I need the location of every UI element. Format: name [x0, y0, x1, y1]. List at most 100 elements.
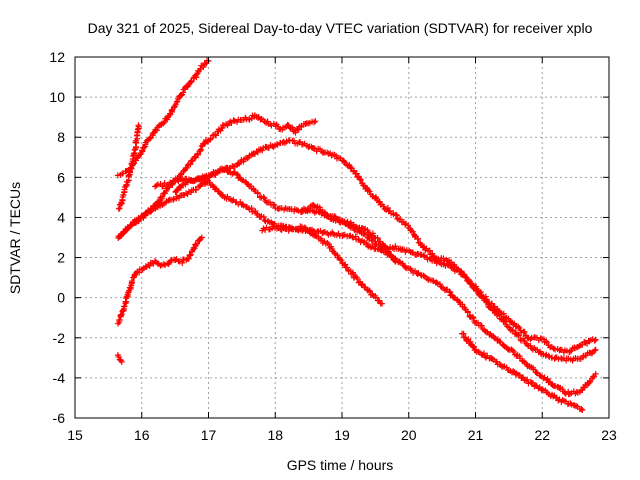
data-point — [140, 144, 147, 151]
data-point — [135, 122, 142, 129]
data-point — [500, 342, 507, 349]
data-point — [488, 300, 495, 307]
data-point — [579, 406, 586, 413]
data-point — [118, 311, 125, 318]
data-point — [193, 71, 200, 78]
data-point — [185, 255, 192, 262]
data-point — [213, 132, 220, 139]
data-point — [510, 368, 517, 375]
data-point — [510, 348, 517, 355]
data-point — [561, 390, 568, 396]
data-point — [405, 222, 412, 229]
data-point — [426, 247, 433, 254]
data-point — [311, 119, 318, 126]
y-tick-label: 0 — [57, 290, 65, 306]
data-point — [544, 375, 551, 382]
data-point — [206, 179, 213, 186]
x-tick-label: 17 — [201, 427, 217, 443]
chart-title: Day 321 of 2025, Sidereal Day-to-day VTE… — [88, 20, 593, 36]
data-point — [187, 79, 194, 86]
data-point — [578, 405, 585, 412]
data-point — [179, 259, 186, 266]
data-point — [148, 208, 155, 215]
data-point — [121, 303, 128, 310]
data-point — [351, 167, 357, 174]
data-point — [271, 201, 278, 208]
series-track-5 — [115, 177, 386, 307]
series-track-3 — [115, 112, 319, 240]
axis-ticks — [74, 56, 610, 419]
data-point — [540, 375, 547, 382]
data-point — [136, 269, 143, 276]
data-point — [374, 234, 381, 241]
data-point — [402, 221, 409, 228]
y-tick-label: 4 — [57, 209, 65, 225]
data-point — [470, 315, 477, 322]
axis-tick-labels: 15 16 17 18 19 20 21 22 23 -6 -4 -2 0 2 4 6 8 10 12 — [49, 49, 617, 443]
y-tick-label: 2 — [57, 250, 65, 266]
data-point — [184, 162, 191, 169]
data-point — [125, 172, 132, 179]
data-point — [266, 199, 273, 206]
data-point — [592, 336, 599, 343]
data-point — [127, 222, 134, 229]
data-point — [200, 64, 207, 71]
y-tick-label: 10 — [49, 89, 65, 105]
y-tick-label: -6 — [53, 410, 66, 426]
data-point — [357, 176, 364, 183]
data-point — [318, 209, 325, 216]
series-track-6 — [115, 234, 205, 327]
x-tick-label: 20 — [401, 427, 417, 443]
data-point — [273, 141, 280, 148]
data-point — [478, 322, 485, 329]
data-point — [310, 202, 317, 209]
data-point — [260, 194, 267, 201]
data-point — [501, 318, 508, 325]
x-tick-label: 23 — [601, 427, 617, 443]
data-point — [254, 149, 261, 156]
data-point — [480, 350, 487, 357]
data-point — [567, 400, 574, 407]
data-point — [159, 193, 166, 200]
data-point — [464, 309, 471, 316]
data-point — [324, 240, 331, 247]
data-point — [527, 336, 534, 343]
data-point — [323, 213, 330, 220]
grid — [75, 57, 609, 418]
data-point — [139, 148, 146, 155]
data-point — [446, 288, 453, 295]
data-series — [114, 57, 599, 413]
data-point — [409, 228, 416, 235]
data-point — [296, 139, 303, 146]
data-point — [118, 358, 125, 365]
data-point — [535, 385, 542, 392]
data-point — [591, 347, 598, 354]
data-point — [520, 374, 527, 381]
data-point — [116, 316, 123, 323]
data-point — [197, 146, 204, 153]
data-point — [170, 196, 177, 203]
data-point — [579, 341, 586, 348]
data-point — [376, 198, 383, 205]
series-track-2 — [115, 122, 142, 212]
data-point — [174, 177, 181, 184]
data-point — [115, 353, 122, 360]
data-point — [354, 275, 361, 282]
series-track-1 — [114, 57, 212, 179]
data-point — [591, 337, 598, 344]
data-point — [510, 327, 517, 334]
data-point — [130, 150, 137, 157]
data-point — [183, 165, 190, 172]
x-tick-label: 18 — [267, 427, 283, 443]
data-point — [515, 323, 522, 330]
data-point — [148, 207, 155, 214]
data-point — [291, 137, 298, 144]
data-point — [160, 183, 167, 190]
y-tick-label: 8 — [57, 129, 65, 145]
data-point — [230, 117, 237, 124]
data-point — [207, 135, 214, 142]
data-point — [312, 118, 319, 125]
data-point — [576, 342, 583, 349]
data-point — [207, 136, 214, 143]
y-tick-label: -2 — [53, 330, 66, 346]
